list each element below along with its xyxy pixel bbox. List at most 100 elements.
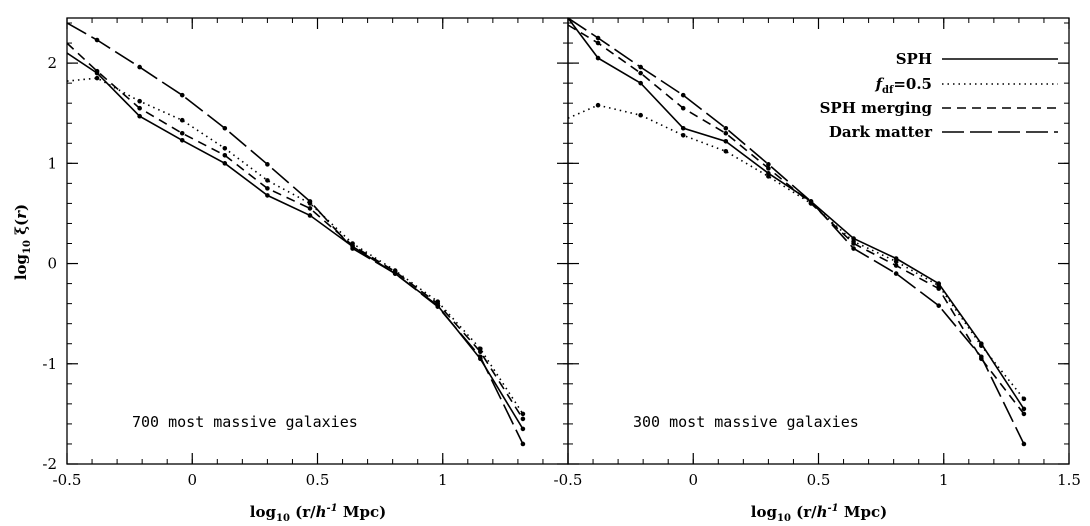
- data-point: [137, 98, 142, 104]
- data-point: [893, 259, 899, 264]
- data-point: [137, 64, 142, 70]
- data-point: [680, 92, 686, 98]
- data-point: [435, 304, 441, 309]
- data-point: [979, 354, 984, 360]
- data-point: [520, 426, 526, 432]
- x-axis-label-right: log10 (r/h-1 Mpc): [751, 503, 887, 524]
- data-point: [94, 68, 100, 74]
- data-point: [638, 112, 643, 118]
- data-point: [979, 343, 984, 349]
- data-point: [595, 55, 601, 61]
- series-line-dark-matter: [67, 22, 524, 445]
- data-point: [1021, 441, 1027, 447]
- data-point: [893, 271, 899, 276]
- legend-label-fdf: fdf=0.5: [875, 75, 932, 96]
- data-point: [595, 102, 601, 108]
- data-point: [478, 354, 483, 360]
- data-point: [1021, 396, 1027, 402]
- data-point: [137, 113, 142, 119]
- series-line-f-df-0-5: [67, 77, 524, 415]
- x-tick-label: 1: [438, 471, 448, 489]
- data-point: [520, 441, 526, 447]
- data-point: [392, 271, 398, 276]
- x-tick-label: 0.5: [807, 471, 831, 489]
- left-panel-frame: [66, 17, 569, 465]
- data-point: [851, 246, 856, 251]
- y-tick-label: 1: [47, 154, 57, 172]
- data-point: [851, 241, 856, 246]
- data-point: [808, 199, 814, 204]
- data-point: [766, 162, 771, 167]
- x-tick-label: 0.5: [306, 471, 330, 489]
- data-point: [265, 178, 270, 183]
- series-line-sph: [67, 52, 524, 430]
- x-axis-label-left: log10 (r/h-1 Mpc): [250, 503, 386, 524]
- data-point: [179, 137, 185, 143]
- data-point: [478, 349, 483, 355]
- data-point: [222, 161, 228, 166]
- ticks-layer: -0.5 0 0.5 1 -2 -1 0 1 2 -0.5 0 0.5 1 1.5: [42, 18, 1081, 489]
- series-line-dark-matter: [568, 18, 1025, 445]
- y-axis-label: log10 ξ(r): [12, 204, 33, 280]
- data-point: [638, 70, 643, 76]
- data-point: [307, 199, 313, 204]
- data-point: [520, 416, 526, 422]
- y-tick-label: -1: [42, 355, 57, 373]
- data-point: [893, 263, 899, 268]
- panel-0-series: [67, 22, 526, 447]
- data-point: [595, 40, 601, 46]
- svg-text:log10 (r/h-1 Mpc): log10 (r/h-1 Mpc): [751, 503, 887, 524]
- data-point: [222, 125, 228, 131]
- series-line-sph-merging: [568, 24, 1025, 415]
- y-tick-label: 0: [47, 255, 57, 273]
- data-point: [137, 105, 142, 111]
- left-panel-annotation: 700 most massive galaxies: [132, 413, 358, 431]
- data-point: [595, 35, 601, 41]
- series-layer: [67, 18, 1027, 447]
- legend-label-sph-merging: SPH merging: [820, 99, 933, 117]
- data-point: [723, 125, 729, 131]
- data-point: [179, 117, 185, 123]
- y-tick-label: -2: [42, 455, 57, 473]
- x-tick-label: 1: [939, 471, 949, 489]
- data-point: [638, 64, 643, 70]
- data-point: [307, 213, 313, 218]
- data-point: [936, 286, 942, 291]
- data-point: [723, 138, 729, 144]
- data-point: [680, 125, 686, 131]
- data-point: [936, 303, 942, 308]
- svg-text:log10 ξ(r): log10 ξ(r): [12, 204, 33, 280]
- data-point: [94, 75, 100, 81]
- data-point: [265, 186, 270, 191]
- data-point: [265, 162, 270, 167]
- data-point: [222, 145, 228, 151]
- data-point: [179, 92, 185, 98]
- x-tick-label: 0: [688, 471, 698, 489]
- data-point: [723, 130, 729, 136]
- data-point: [766, 166, 771, 171]
- data-point: [766, 174, 771, 179]
- series-line-sph-merging: [67, 42, 524, 420]
- legend-label-sph: SPH: [896, 50, 932, 68]
- series-line-sph: [568, 18, 1025, 410]
- data-point: [179, 130, 185, 136]
- data-point: [1021, 411, 1027, 417]
- right-panel-annotation: 300 most massive galaxies: [633, 413, 859, 431]
- x-tick-label: 1.5: [1057, 471, 1081, 489]
- data-point: [94, 37, 100, 43]
- data-point: [723, 148, 729, 154]
- y-tick-label: 2: [47, 54, 57, 72]
- data-point: [680, 132, 686, 138]
- data-point: [638, 80, 643, 86]
- legend: SPH fdf=0.5 SPH merging Dark matter: [820, 50, 1058, 141]
- x-tick-label: -0.5: [554, 471, 583, 489]
- data-point: [680, 105, 686, 111]
- panel-1-series: [568, 18, 1027, 447]
- data-point: [1021, 406, 1027, 412]
- data-point: [265, 193, 270, 198]
- svg-text:log10 (r/h-1 Mpc): log10 (r/h-1 Mpc): [250, 503, 386, 524]
- data-point: [222, 153, 228, 158]
- x-tick-label: 0: [187, 471, 197, 489]
- data-point: [307, 206, 313, 211]
